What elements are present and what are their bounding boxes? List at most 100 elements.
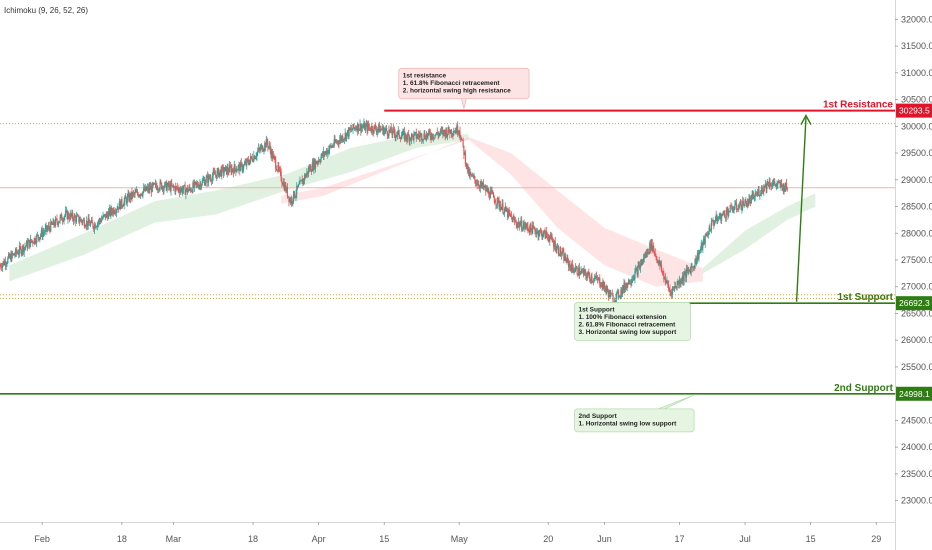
candle-up [626,282,628,289]
price-tag-value: 30293.5 [899,106,930,116]
candle-down [610,292,613,294]
candle-up [65,210,67,212]
candle-up [606,287,608,290]
candle-up [620,289,622,296]
candle-down [13,253,15,256]
note-line: 1st Support [578,306,615,313]
candle-down [786,187,788,191]
candle-down [471,174,473,177]
candle-up [21,251,23,254]
candle-down [731,205,733,209]
candle-up [676,284,678,289]
candle-down [448,127,450,132]
candle-up [166,185,168,191]
y-tick-label: 23000.0 [901,496,932,506]
candle-down [122,205,124,207]
candle-down [746,201,748,207]
candle-up [752,193,754,195]
candle-up [377,129,379,131]
candle-up [401,135,403,137]
candle-down [581,270,583,272]
candle-down [111,207,113,212]
candle-up [373,125,375,133]
candle-down [139,195,141,197]
candle-up [744,199,746,207]
candle-up [272,155,274,159]
candle-up [742,201,744,208]
candle-down [252,160,254,162]
candle-down [282,183,284,186]
candle-down [114,212,117,214]
candle-down [774,183,777,187]
candle-down [524,223,526,229]
candle-down [68,213,70,218]
candle-down [567,257,569,260]
candle-up [680,282,682,285]
candle-down [655,255,657,257]
candle-down [214,172,216,175]
candle-down [276,170,278,172]
note-line: 1. 100% Fibonacci extension [578,314,666,321]
candle-up [59,216,61,222]
indicator-label[interactable]: Ichimoku (9, 26, 52, 26) [4,6,88,15]
candle-up [71,212,73,216]
candle-down [753,193,755,199]
candle-down [682,275,684,282]
candle-up [148,186,150,191]
candle-down [686,268,688,271]
candle-down [730,205,732,206]
candle-up [517,222,520,225]
candle-up [642,258,645,262]
candle-up [435,132,438,135]
candle-down [653,246,655,252]
candle-up [146,188,148,191]
candle-down [771,185,773,187]
candle-up [383,130,385,135]
candle-up [469,172,471,177]
candle-down [274,157,276,160]
candle-up [529,223,531,233]
candle-up [105,213,107,219]
candle-down [781,183,783,186]
candle-down [389,129,391,132]
candle-down [614,301,617,303]
candle-up [268,145,271,147]
candle-up [102,215,104,219]
candle-down [46,225,48,231]
candle-down [218,168,220,177]
candle-up [489,191,492,199]
candle-down [132,192,135,194]
candle-down [783,184,785,192]
candle-down [220,169,222,176]
candle-down [465,164,467,166]
candle-up [623,282,625,291]
arrow-head [800,114,812,125]
candle-down [607,291,609,298]
candle-down [275,159,277,169]
candle-down [225,166,228,175]
candle-down [505,206,507,212]
candle-down [68,217,71,220]
time-axis[interactable]: Feb 18 Mar 18 Apr 15 May 20 Jun 17 Jul 15 29 [0,522,895,544]
candle-up [442,130,445,135]
candle-up [295,193,297,197]
candle-up [124,196,126,201]
candle-down [564,255,567,261]
candle-up [9,254,11,258]
candle-up [224,167,226,172]
candle-down [48,225,50,229]
candle-up [710,221,713,231]
candle-down [318,160,321,162]
candle-down [368,127,371,129]
candle-up [76,215,78,217]
candle-down [515,221,517,225]
candle-down [133,192,135,195]
candle-down [62,220,64,222]
x-tick-label: 15 [379,534,389,544]
candle-down [534,228,536,232]
arrow-shaft [795,117,807,302]
candle-up [404,133,406,140]
candle-up [6,262,8,265]
candle-up [592,280,594,282]
